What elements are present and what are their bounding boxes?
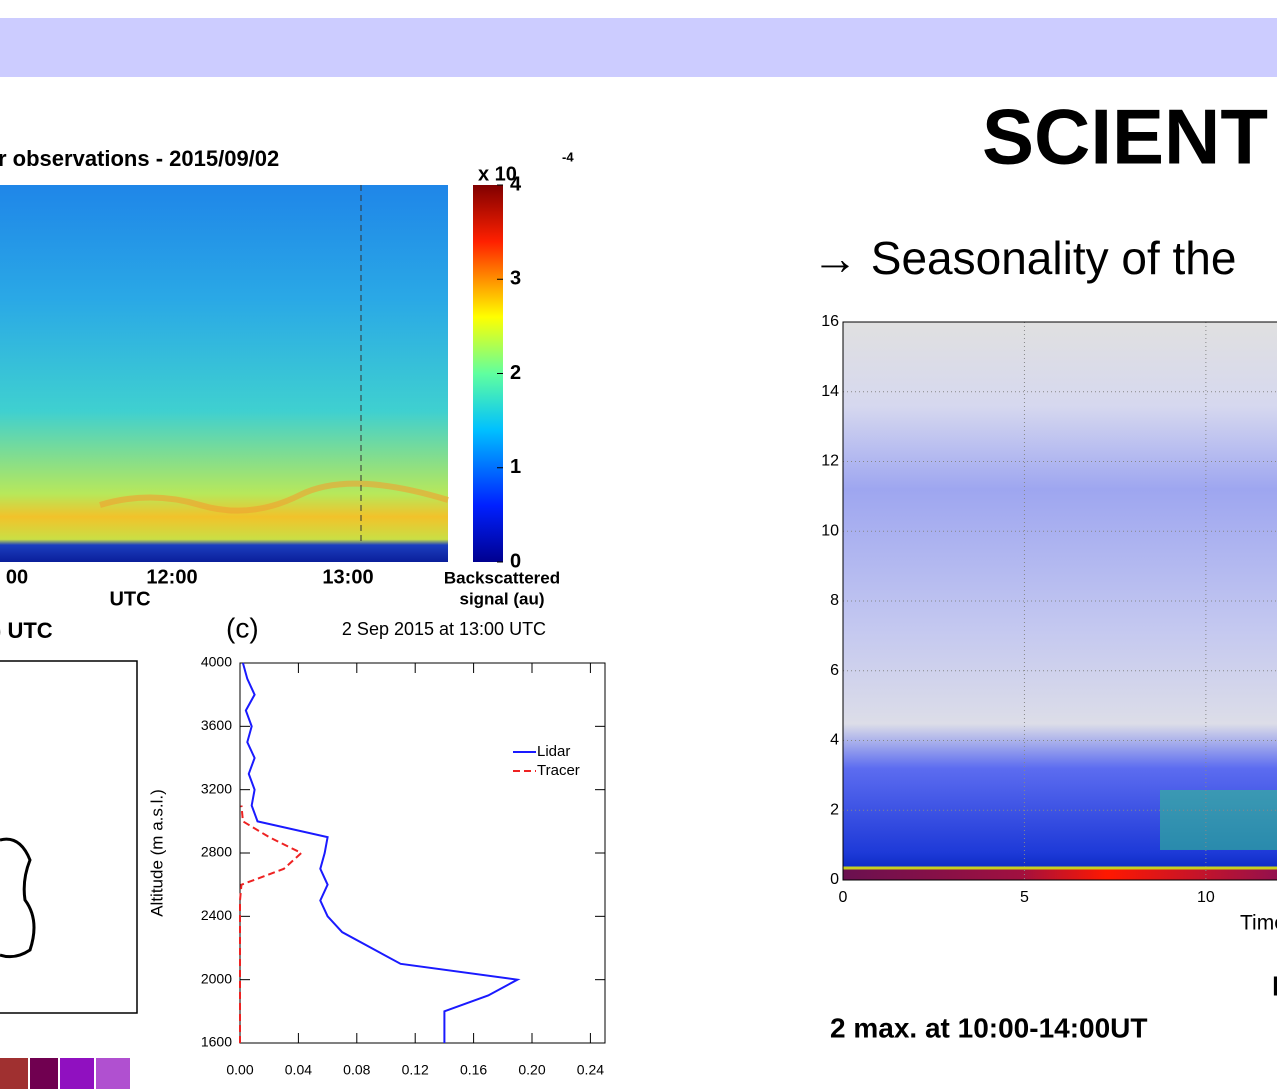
y-tick-label: 8 xyxy=(830,592,839,609)
y-tick-label: 10 xyxy=(821,522,839,539)
panel-label: (c) xyxy=(226,612,259,643)
line xyxy=(241,662,521,1043)
y-tick-label: 4 xyxy=(830,732,839,749)
plot-frame xyxy=(239,662,606,1044)
x-tick-label: 0.08 xyxy=(343,1062,370,1078)
x-axis-label: UTC xyxy=(109,588,150,610)
panel-title: 2 Sep 2015 at 13:00 UTC xyxy=(342,619,546,639)
x-tick-label: 0.00 xyxy=(226,1062,253,1078)
x-axis-label: Time xyxy=(1240,912,1277,935)
colorbar-tick-label: 2 xyxy=(510,362,521,384)
legend-label: Tracer xyxy=(537,762,580,779)
map-outline xyxy=(0,837,36,959)
line xyxy=(239,805,304,1043)
panel-title: ) UTC xyxy=(0,618,53,643)
colorbar-multiplier: x 10 xyxy=(478,163,517,185)
colorbar-label: signal (au) xyxy=(459,589,544,608)
x-tick-label: 00 xyxy=(6,566,28,588)
heatmap-band xyxy=(843,868,1277,880)
y-tick-label: 14 xyxy=(821,383,839,400)
y-tick-label: 12 xyxy=(821,453,839,470)
legend-label: Lidar xyxy=(537,743,570,760)
colorbar-tick-label: 3 xyxy=(510,268,521,290)
x-tick-label: 0.04 xyxy=(285,1062,312,1078)
colorbar-tick-label: 4 xyxy=(510,173,522,195)
colorbar-exponent: -4 xyxy=(562,149,574,164)
header-band xyxy=(0,18,1277,77)
x-tick-label: 5 xyxy=(1020,889,1029,906)
x-tick-label: 13:00 xyxy=(322,566,373,588)
x-tick-label: 0.24 xyxy=(577,1062,604,1078)
heatmap-feature xyxy=(99,480,449,514)
y-axis-label: Altitude (m a.s.l.) xyxy=(147,789,166,917)
y-tick-label: 4000 xyxy=(201,654,232,670)
y-tick-label: 6 xyxy=(830,662,839,679)
y-tick-label: 2 xyxy=(830,801,839,818)
colorbar-tick-label: 1 xyxy=(510,456,521,478)
map-frame xyxy=(0,660,138,1014)
caption-top: I xyxy=(1272,970,1277,1001)
heatmap xyxy=(0,185,448,562)
x-tick-label: 10 xyxy=(1197,889,1215,906)
heatmap-feature xyxy=(1160,790,1277,850)
x-tick-label: 0.20 xyxy=(518,1062,545,1078)
y-tick-label: 2400 xyxy=(201,907,232,923)
panel-title: r observations - 2015/09/02 xyxy=(0,146,279,171)
caption: 2 max. at 10:00-14:00UT xyxy=(830,1012,1148,1043)
colorbar-tick-label: 0 xyxy=(510,550,521,572)
x-tick-label: 0.12 xyxy=(402,1062,429,1078)
x-tick-label: 0.16 xyxy=(460,1062,487,1078)
y-tick-label: 0 xyxy=(830,871,839,888)
x-tick-label: 0 xyxy=(839,889,848,906)
subtitle: → Seasonality of the xyxy=(812,232,1236,284)
plot-frame xyxy=(842,321,1277,881)
map-legend xyxy=(0,1058,130,1089)
y-tick-label: 2000 xyxy=(201,970,232,986)
y-tick-label: 16 xyxy=(821,313,839,330)
x-tick-label: 12:00 xyxy=(146,566,197,588)
colorbar-label: Backscattered xyxy=(444,568,560,587)
slide-title: SCIENT xyxy=(982,93,1268,181)
y-tick-label: 2800 xyxy=(201,844,232,860)
y-tick-label: 3600 xyxy=(201,717,232,733)
y-tick-label: 1600 xyxy=(201,1034,232,1050)
y-tick-label: 3200 xyxy=(201,780,232,796)
